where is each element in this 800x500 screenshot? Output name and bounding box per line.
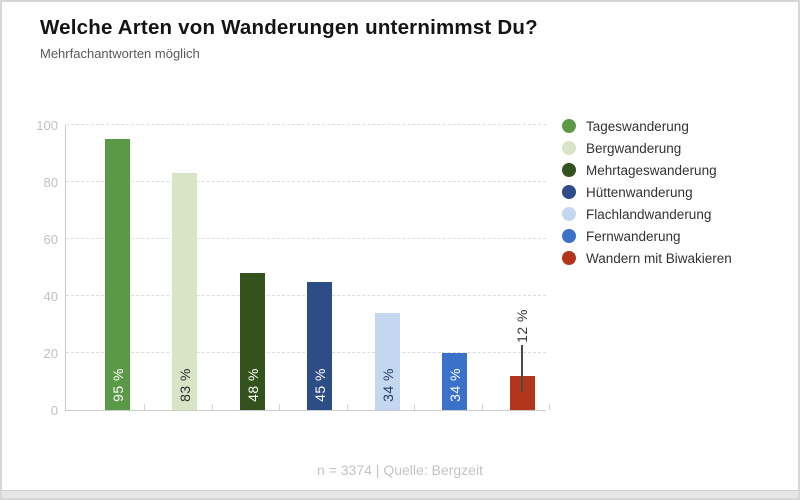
gridline-80 [66,181,546,182]
gridline-100 [66,124,546,125]
legend-swatch-icon [562,163,576,177]
legend-label: Wandern mit Biwakieren [586,250,732,266]
legend-item-wandern-mit-biwakieren: Wandern mit Biwakieren [562,250,732,266]
chart-title: Welche Arten von Wanderungen unternimmst… [40,16,538,39]
legend-label: Flachlandwanderung [586,206,712,222]
legend-item-mehrtageswanderung: Mehrtageswanderung [562,162,732,178]
bar-hüttenwanderung: 45 % [307,282,332,410]
legend-swatch-icon [562,185,576,199]
chart-subtitle: Mehrfachantworten möglich [40,46,200,61]
bar-fernwanderung: 34 % [442,353,467,410]
x-axis-tick [144,404,145,410]
legend-swatch-icon [562,141,576,155]
y-axis-tick-label: 20 [43,346,58,361]
legend-label: Tageswanderung [586,118,689,134]
bottom-strip [2,490,798,498]
bar-value-label: 45 % [311,368,328,402]
bar-value-label: 12 % [514,309,530,343]
x-axis-tick [347,404,348,410]
bar-value-label: 95 % [109,368,126,402]
chart-legend: Tageswanderung Bergwanderung Mehrtageswand… [562,118,732,266]
x-axis-tick [212,404,213,410]
x-axis-tick [482,404,483,410]
legend-item-fernwanderung: Fernwanderung [562,228,732,244]
callout-line [521,345,523,392]
x-axis-tick [414,404,415,410]
bar-value-label: 34 % [379,368,396,402]
y-axis-tick-label: 80 [43,175,58,190]
bar-value-label: 34 % [446,368,463,402]
bar-flachlandwanderung: 34 % [375,313,400,410]
legend-item-flachlandwanderung: Flachlandwanderung [562,206,732,222]
y-axis-tick-label: 60 [43,232,58,247]
legend-label: Hüttenwanderung [586,184,693,200]
gridline-40 [66,295,546,296]
legend-swatch-icon [562,229,576,243]
legend-swatch-icon [562,119,576,133]
chart-plot: 0 20 40 60 80 100 95 % 83 % 48 % 45 % 34 % 34 % 12 % [36,118,550,418]
gridline-20 [66,352,546,353]
y-axis-tick-label: 40 [43,289,58,304]
y-axis-tick-label: 100 [36,118,58,133]
legend-item-tageswanderung: Tageswanderung [562,118,732,134]
gridline-60 [66,238,546,239]
legend-label: Bergwanderung [586,140,682,156]
legend-label: Fernwanderung [586,228,681,244]
legend-label: Mehrtageswanderung [586,162,717,178]
chart-footer: n = 3374 | Quelle: Bergzeit [317,462,483,478]
bar-value-label: 83 % [176,368,193,402]
legend-item-hüttenwanderung: Hüttenwanderung [562,184,732,200]
bar-tageswanderung: 95 % [105,139,130,410]
y-axis-tick-label: 0 [50,403,58,418]
legend-item-bergwanderung: Bergwanderung [562,140,732,156]
legend-swatch-icon [562,251,576,265]
bar-mehrtageswanderung: 48 % [240,273,265,410]
x-axis-tick [549,404,550,410]
legend-swatch-icon [562,207,576,221]
x-axis-tick [279,404,280,410]
bar-value-label: 48 % [244,368,261,402]
bar-bergwanderung: 83 % [172,173,197,410]
